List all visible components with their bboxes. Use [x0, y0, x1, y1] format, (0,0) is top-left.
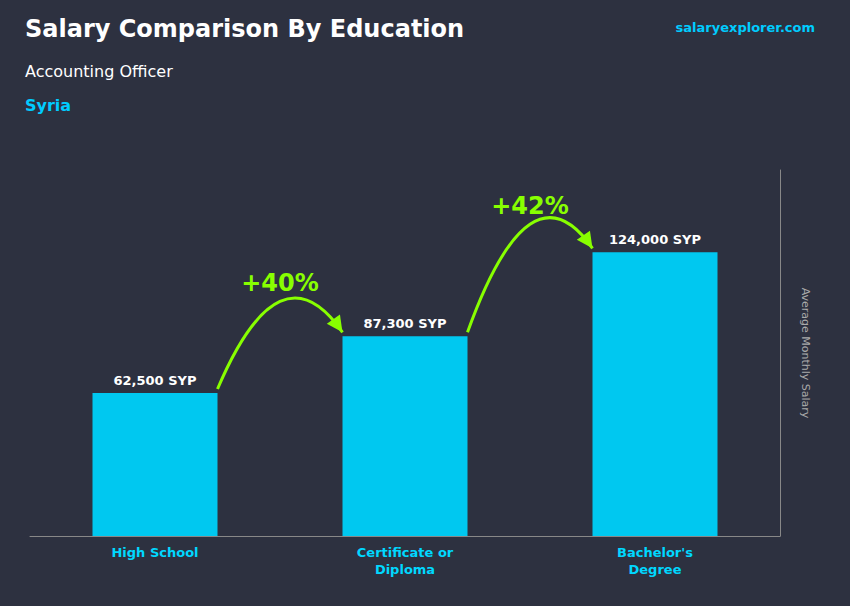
- svg-text:Salary Comparison By Education: Salary Comparison By Education: [25, 15, 464, 43]
- svg-text:Average Monthly Salary: Average Monthly Salary: [799, 288, 812, 419]
- svg-text:Bachelor's: Bachelor's: [617, 545, 693, 560]
- svg-text:+40%: +40%: [241, 269, 319, 297]
- svg-text:Certificate or: Certificate or: [357, 545, 454, 560]
- svg-text:Accounting Officer: Accounting Officer: [25, 62, 173, 81]
- svg-text:High School: High School: [111, 545, 198, 560]
- svg-text:Degree: Degree: [629, 562, 682, 577]
- svg-text:62,500 SYP: 62,500 SYP: [114, 373, 197, 388]
- svg-text:124,000 SYP: 124,000 SYP: [609, 232, 701, 247]
- svg-text:Diploma: Diploma: [375, 562, 435, 577]
- svg-text:Syria: Syria: [25, 96, 71, 115]
- svg-text:+42%: +42%: [491, 192, 569, 220]
- svg-text:salaryexplorer.com: salaryexplorer.com: [676, 20, 815, 35]
- svg-text:87,300 SYP: 87,300 SYP: [364, 316, 447, 331]
